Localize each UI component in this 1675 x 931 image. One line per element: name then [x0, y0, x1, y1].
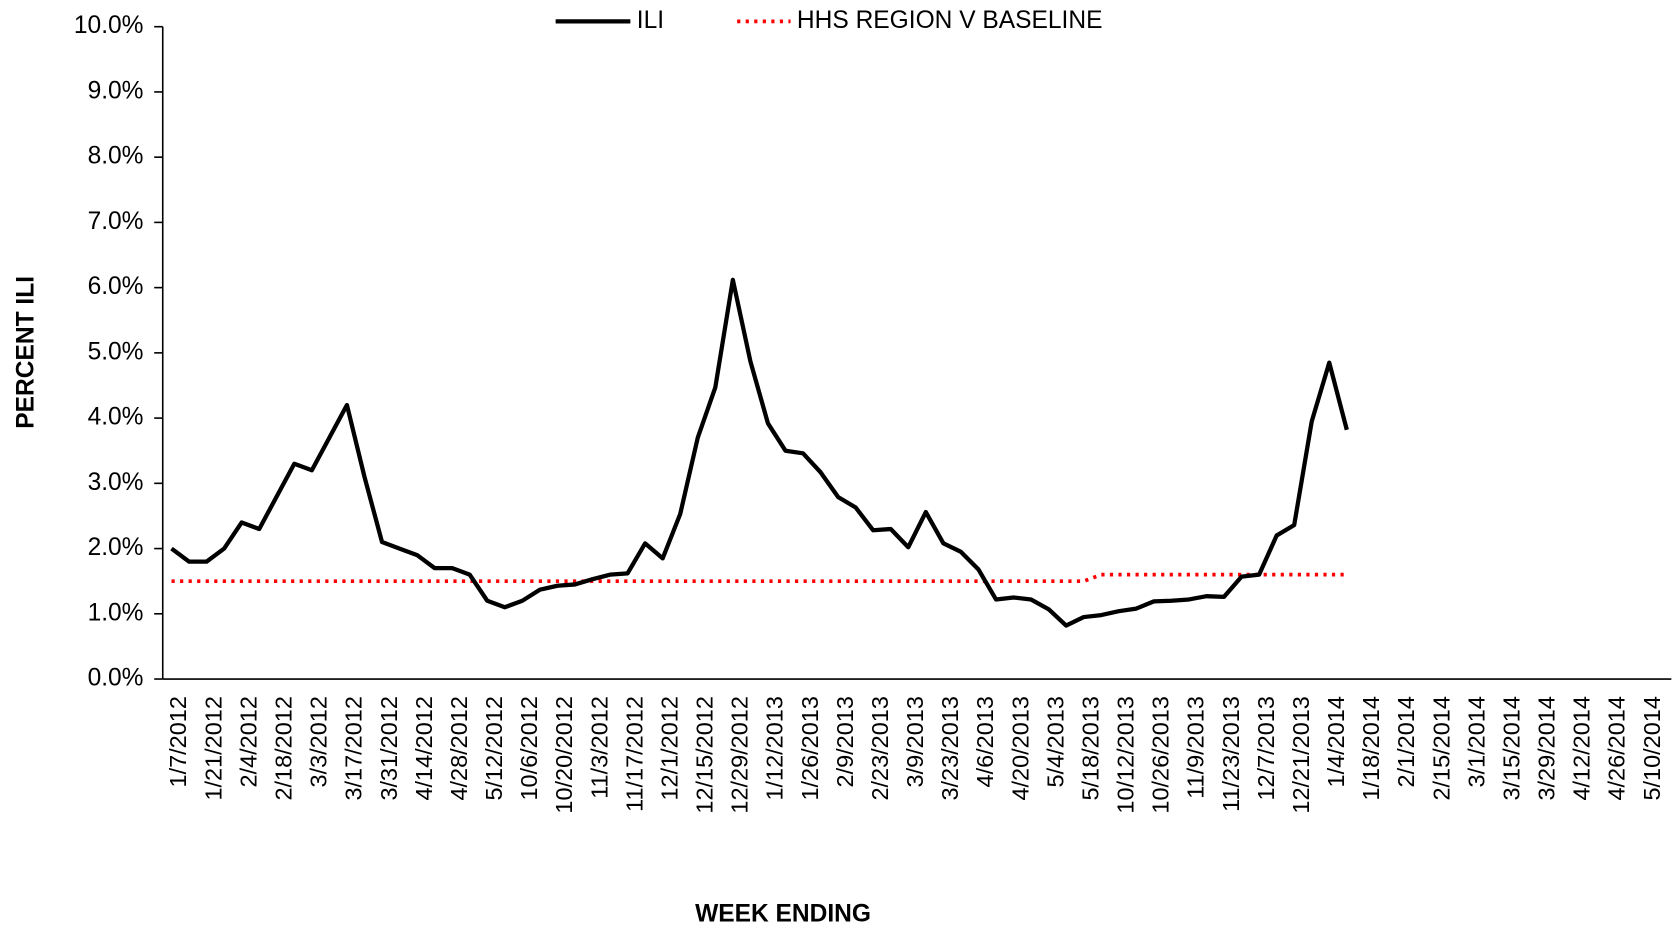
- x-tick-label: 3/17/2012: [341, 696, 367, 800]
- x-tick-label: 4/6/2013: [972, 696, 998, 787]
- y-axis-title: PERCENT ILI: [13, 276, 40, 429]
- series-line: [170, 277, 1349, 628]
- x-tick-label: 1/26/2013: [797, 696, 823, 800]
- x-tick-label: 4/12/2014: [1569, 696, 1595, 800]
- x-tick-label: 2/15/2014: [1428, 696, 1454, 800]
- legend-label: HHS REGION V BASELINE: [797, 7, 1103, 34]
- x-tick-label: 5/4/2013: [1042, 696, 1068, 787]
- x-tick-label: 11/9/2013: [1183, 696, 1209, 799]
- y-tick-label: 4.0%: [88, 404, 144, 431]
- x-tick-label: 10/6/2012: [516, 696, 542, 800]
- series-line: [171, 572, 1347, 584]
- x-tick-label: 5/10/2014: [1639, 696, 1665, 800]
- x-tick-label: 3/29/2014: [1534, 696, 1560, 800]
- x-tick-label: 4/20/2013: [1007, 696, 1033, 800]
- x-tick-label: 3/23/2013: [937, 696, 963, 800]
- x-tick-label: 10/20/2012: [551, 696, 577, 813]
- x-tick-label: 4/14/2012: [411, 696, 437, 800]
- x-tick-label: 2/4/2012: [235, 696, 261, 787]
- x-tick-label: 12/1/2012: [656, 696, 682, 800]
- x-tick-label: 12/7/2013: [1253, 696, 1279, 800]
- y-tick-label: 0.0%: [88, 665, 144, 692]
- x-tick-label: 3/3/2012: [306, 696, 332, 787]
- x-tick-label: 1/4/2014: [1323, 696, 1349, 787]
- x-tick-label: 3/9/2013: [902, 696, 928, 787]
- x-axis-title: WEEK ENDING: [695, 900, 871, 927]
- x-tick-label: 11/23/2013: [1218, 696, 1244, 812]
- y-tick-label: 1.0%: [88, 599, 144, 626]
- y-tick-label: 10.0%: [74, 12, 144, 39]
- y-tick-label: 9.0%: [88, 77, 144, 104]
- x-tick-label: 12/15/2012: [692, 696, 718, 813]
- x-tick-label: 4/26/2014: [1604, 696, 1630, 800]
- y-tick-label: 8.0%: [88, 143, 144, 170]
- x-tick-label: 1/7/2012: [165, 696, 191, 787]
- x-tick-label: 1/21/2012: [200, 696, 226, 800]
- x-tick-label: 3/31/2012: [376, 696, 402, 800]
- x-tick-label: 12/29/2012: [727, 696, 753, 813]
- x-tick-label: 1/12/2013: [762, 696, 788, 800]
- x-tick-label: 2/1/2014: [1393, 696, 1419, 787]
- x-tick-label: 2/18/2012: [271, 696, 297, 800]
- x-tick-label: 1/18/2014: [1358, 696, 1384, 800]
- x-tick-label: 5/12/2012: [481, 696, 507, 800]
- legend-label: ILI: [637, 7, 664, 34]
- x-tick-label: 2/23/2013: [867, 696, 893, 800]
- y-tick-label: 3.0%: [88, 469, 144, 496]
- x-tick-label: 10/12/2013: [1113, 696, 1139, 813]
- y-tick-label: 5.0%: [88, 338, 144, 365]
- x-tick-label: 2/9/2013: [832, 696, 858, 787]
- x-tick-label: 10/26/2013: [1148, 696, 1174, 813]
- x-tick-label: 12/21/2013: [1288, 696, 1314, 813]
- x-tick-label: 3/1/2014: [1463, 696, 1489, 787]
- x-tick-label: 5/18/2013: [1077, 696, 1103, 800]
- x-tick-label: 11/3/2012: [586, 696, 612, 799]
- x-tick-label: 11/17/2012: [621, 696, 647, 812]
- y-tick-label: 7.0%: [88, 208, 144, 235]
- x-tick-label: 4/28/2012: [446, 696, 472, 800]
- y-tick-label: 2.0%: [88, 534, 144, 561]
- y-tick-label: 6.0%: [88, 273, 144, 300]
- x-tick-label: 3/15/2014: [1498, 696, 1524, 800]
